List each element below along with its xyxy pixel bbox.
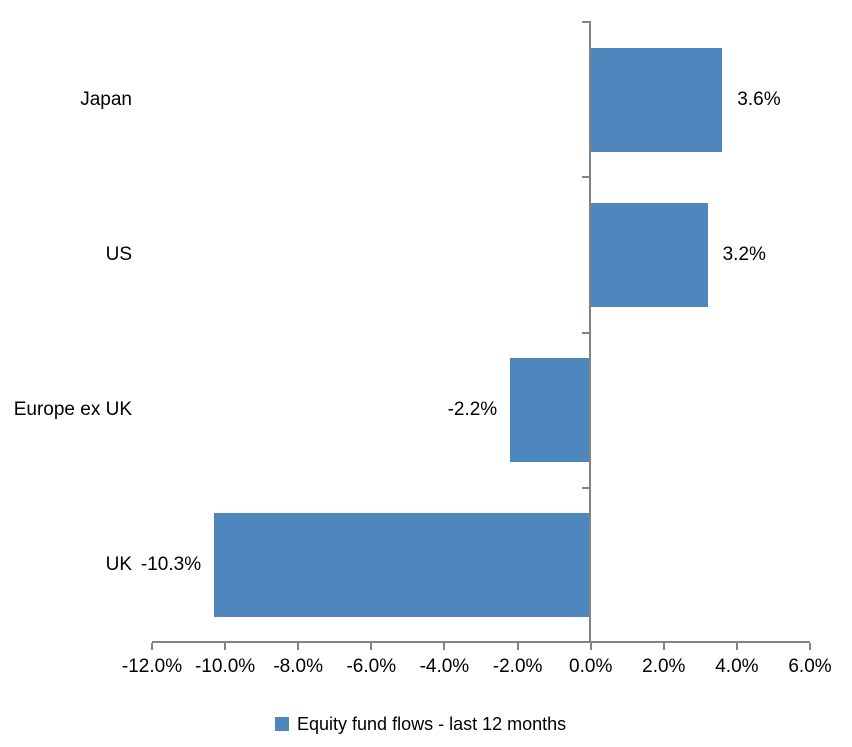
- x-tick-label: -2.0%: [492, 656, 543, 677]
- x-axis-tick: [370, 643, 373, 650]
- data-label-japan: 3.6%: [737, 88, 781, 110]
- x-axis-tick: [224, 643, 227, 650]
- bar-europe-ex-uk: [510, 358, 591, 463]
- x-tick-label: 0.0%: [569, 656, 613, 677]
- x-axis-tick: [443, 643, 446, 650]
- y-axis-tick: [581, 21, 591, 23]
- x-axis-tick: [809, 643, 811, 650]
- x-axis-tick: [516, 643, 519, 650]
- x-tick-label: -10.0%: [194, 656, 256, 677]
- y-axis-tick: [581, 331, 591, 334]
- bar-japan: [590, 47, 723, 152]
- x-axis-tick: [589, 643, 592, 650]
- x-tick-label: 6.0%: [788, 656, 832, 677]
- legend-swatch-icon: [275, 717, 289, 731]
- x-axis-tick: [151, 643, 153, 650]
- data-label-europe-ex-uk: -2.2%: [447, 399, 498, 421]
- x-tick-label: 4.0%: [715, 656, 759, 677]
- category-label-us: US: [105, 243, 132, 265]
- x-axis-tick: [735, 643, 738, 650]
- data-label-us: 3.2%: [722, 243, 766, 265]
- legend-label: Equity fund flows - last 12 months: [297, 714, 567, 734]
- x-axis-tick: [662, 643, 665, 650]
- x-tick-label: -6.0%: [346, 656, 397, 677]
- category-label-uk: UK: [105, 554, 132, 576]
- bar-us: [590, 202, 708, 307]
- x-axis-line: [152, 641, 810, 643]
- y-axis-tick: [581, 176, 591, 179]
- x-tick-label: -12.0%: [121, 656, 183, 677]
- bar-uk: [214, 513, 591, 618]
- category-label-japan: Japan: [80, 88, 132, 110]
- y-axis-zero-line: [589, 22, 592, 643]
- x-axis-tick: [297, 643, 300, 650]
- data-label-uk: -10.3%: [140, 554, 202, 576]
- x-tick-label: 2.0%: [642, 656, 686, 677]
- x-tick-label: -8.0%: [273, 656, 323, 677]
- y-axis-tick: [581, 486, 591, 489]
- legend: Equity fund flows - last 12 months: [275, 712, 566, 736]
- category-label-europe-ex-uk: Europe ex UK: [13, 399, 132, 421]
- x-tick-label: -4.0%: [419, 656, 470, 677]
